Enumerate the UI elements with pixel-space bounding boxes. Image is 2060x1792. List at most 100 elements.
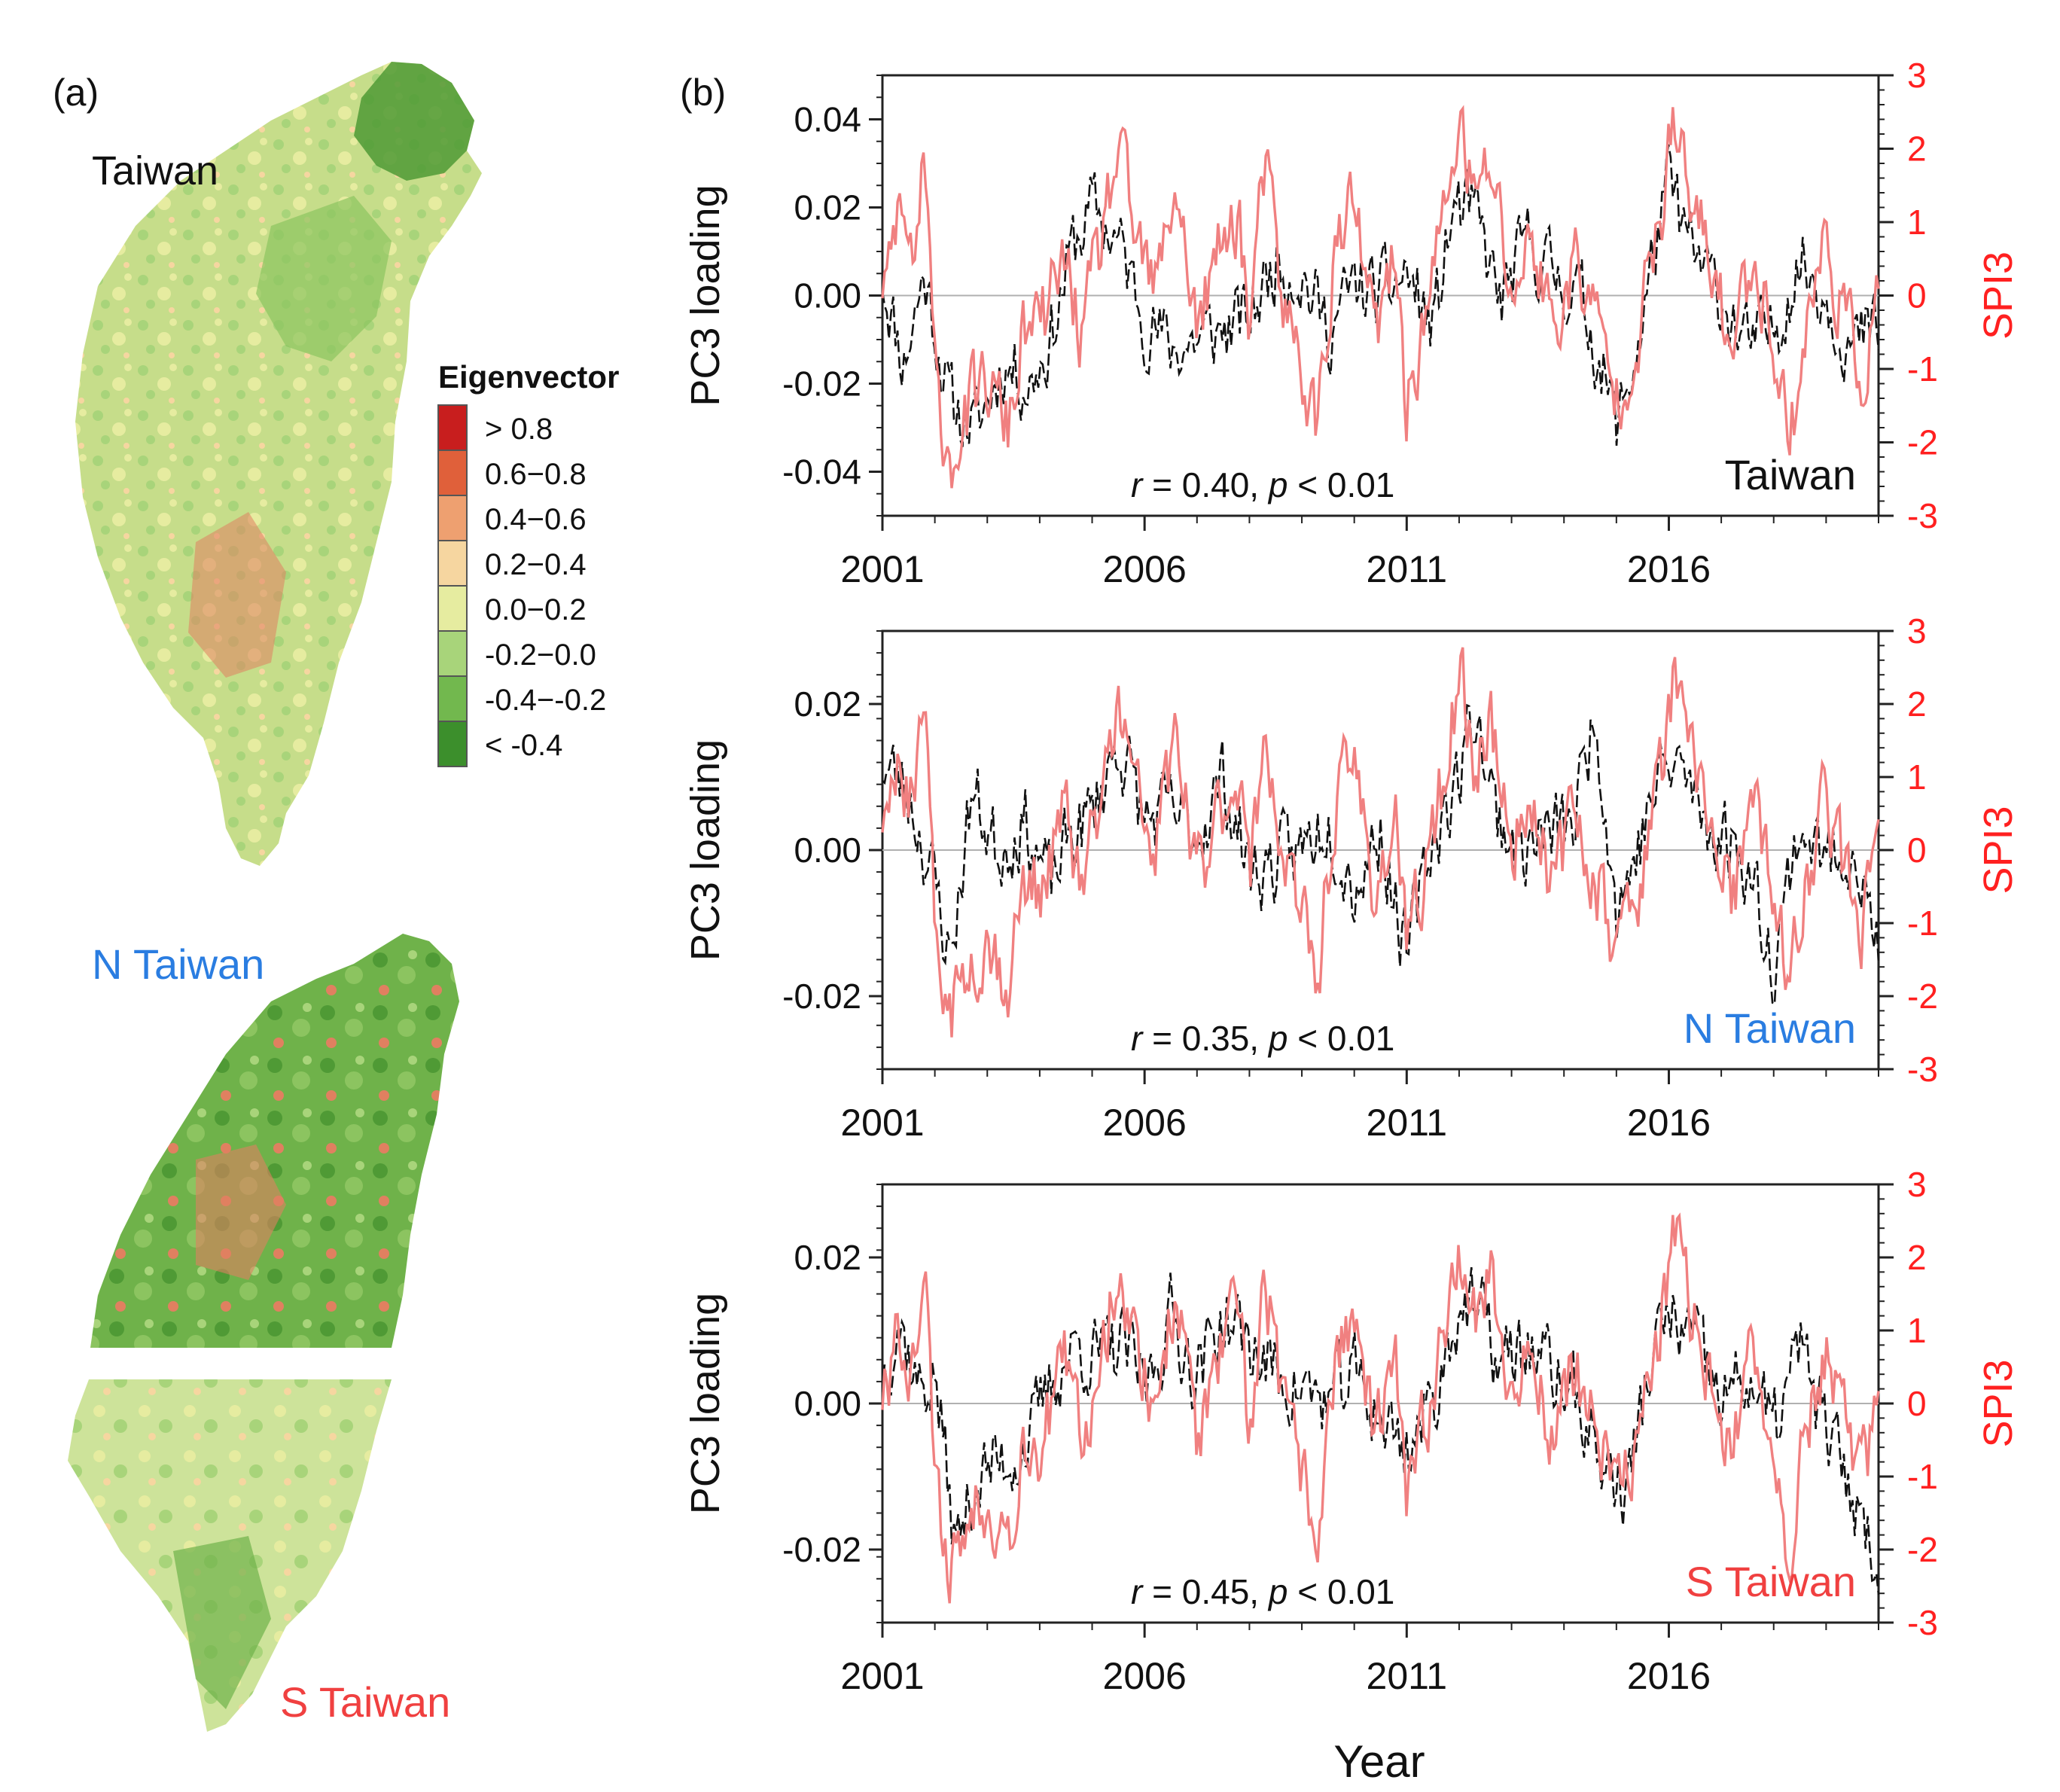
right-tick-label: 1 xyxy=(1907,757,1927,797)
x-axis-title: Year xyxy=(1333,1736,1425,1787)
left-tick-label: -0.02 xyxy=(782,977,861,1016)
right-tick-label: 2 xyxy=(1907,130,1927,169)
right-tick-label: 0 xyxy=(1907,1384,1927,1423)
x-tick-label: 2011 xyxy=(1367,548,1448,590)
chart-n-taiwan: 0.02 0.00 -0.02 3 2 1 0 -1 -2 -3 2001 2006 2011 2016 P… xyxy=(683,611,2021,1144)
spi3-line xyxy=(881,647,1880,1038)
x-tick-label: 2006 xyxy=(1103,548,1187,590)
x-tick-label: 2001 xyxy=(840,1102,924,1144)
panel-a: (a) Taiwan Eigenvector > 0.8 0.6−0.8 0.4−0… xyxy=(53,62,619,1732)
legend: Eigenvector > 0.8 0.6−0.8 0.4−0.6 0.2−0.4 0.… xyxy=(437,359,619,767)
legend-swatch-7 xyxy=(437,721,468,767)
x-tick-label: 2006 xyxy=(1103,1655,1187,1697)
pc3-line xyxy=(881,144,1880,447)
x-tick-label: 2016 xyxy=(1627,548,1711,590)
legend-label-2: 0.4−0.6 xyxy=(485,503,587,536)
left-tick-label: 0.02 xyxy=(794,1238,861,1277)
legend-title: Eigenvector xyxy=(438,359,619,395)
legend-swatch-1 xyxy=(437,450,468,496)
region-label: S Taiwan xyxy=(1686,1558,1856,1605)
map-north-title: N Taiwan xyxy=(92,940,264,988)
map-taiwan: Taiwan xyxy=(75,62,482,866)
right-axis-title: SPI3 xyxy=(1976,251,2021,340)
right-tick-label: 1 xyxy=(1907,1311,1927,1350)
legend-swatch-6 xyxy=(437,675,468,722)
right-tick-label: 3 xyxy=(1907,611,1927,651)
map-north: N Taiwan xyxy=(90,934,459,1348)
stat-p-symbol: p xyxy=(1267,465,1288,504)
right-tick-label: 0 xyxy=(1907,830,1927,870)
right-tick-label: -2 xyxy=(1907,423,1938,462)
right-tick-label: -2 xyxy=(1907,1530,1938,1569)
right-tick-label: -3 xyxy=(1907,1050,1938,1089)
legend-swatch-3 xyxy=(437,540,468,587)
x-tick-label: 2016 xyxy=(1627,1655,1711,1697)
left-tick-label: 0.02 xyxy=(794,684,861,724)
left-axis-title: PC3 loading xyxy=(683,184,728,406)
stat-p-symbol: p xyxy=(1267,1019,1288,1058)
panel-b: (b) 0.040.020.00-0.02-0.043210-1-2-32001… xyxy=(680,56,2021,1787)
map-north-island xyxy=(90,934,459,1348)
stat-r-symbol: r xyxy=(1131,465,1144,504)
legend-label-5: -0.2−0.0 xyxy=(485,638,596,672)
map-taiwan-south-red xyxy=(188,512,286,678)
left-axis-title: PC3 loading xyxy=(683,1293,728,1514)
right-tick-label: 1 xyxy=(1907,203,1927,242)
chart-taiwan: 0.04 0.02 0.00 -0.02 -0.04 3 2 1 0 -1 -2 -3 2001 2006… xyxy=(683,56,2021,590)
legend-label-7: < -0.4 xyxy=(485,729,562,762)
left-tick-label: 0.00 xyxy=(794,276,861,315)
right-axis-title: SPI3 xyxy=(1976,1359,2021,1447)
stat-p-value: < 0.01 xyxy=(1288,1572,1394,1611)
right-tick-label: -3 xyxy=(1907,496,1938,535)
x-tick-label: 2006 xyxy=(1103,1102,1187,1144)
left-tick-label: 0.00 xyxy=(794,830,861,870)
legend-swatch-2 xyxy=(437,495,468,541)
pc3-line xyxy=(882,703,1880,1007)
region-label: N Taiwan xyxy=(1684,1004,1856,1052)
right-tick-label: -1 xyxy=(1907,349,1938,389)
panel-b-label: (b) xyxy=(680,72,726,114)
map-taiwan-title: Taiwan xyxy=(92,148,218,194)
stat-p-value: < 0.01 xyxy=(1288,465,1394,504)
right-tick-label: -1 xyxy=(1907,904,1938,943)
stat-p-value: < 0.01 xyxy=(1288,1019,1394,1058)
right-tick-label: -2 xyxy=(1907,977,1938,1016)
spi3-line xyxy=(881,105,1880,489)
legend-label-3: 0.2−0.4 xyxy=(485,548,587,581)
left-tick-label: 0.00 xyxy=(794,1384,861,1423)
x-tick-label: 2011 xyxy=(1367,1655,1448,1697)
left-tick-label: -0.02 xyxy=(782,364,861,404)
legend-swatch-0 xyxy=(437,404,468,451)
left-tick-label: 0.04 xyxy=(794,100,861,139)
x-tick-label: 2011 xyxy=(1367,1102,1448,1144)
legend-label-6: -0.4−-0.2 xyxy=(485,684,606,717)
legend-rows: > 0.8 0.6−0.8 0.4−0.6 0.2−0.4 0.0−0.2 -0.2−0.… xyxy=(437,404,606,767)
chart-s-taiwan: 0.02 0.00 -0.02 3 2 1 0 -1 -2 -3 2001 2006 2011 2016 P… xyxy=(683,1165,2021,1697)
right-tick-label: -3 xyxy=(1907,1603,1938,1642)
stat-r-value: = 0.40, xyxy=(1142,465,1269,504)
x-tick-label: 2001 xyxy=(840,548,924,590)
right-tick-label: 2 xyxy=(1907,684,1927,724)
right-axis-title: SPI3 xyxy=(1976,806,2021,894)
stat-r-symbol: r xyxy=(1131,1572,1144,1611)
map-south-green-tip xyxy=(173,1536,271,1709)
right-tick-label: 2 xyxy=(1907,1238,1927,1277)
x-tick-label: 2016 xyxy=(1627,1102,1711,1144)
map-south-title: S Taiwan xyxy=(280,1678,450,1726)
x-tick-label: 2001 xyxy=(840,1655,924,1697)
stat-r-value: = 0.45, xyxy=(1142,1572,1269,1611)
legend-swatch-4 xyxy=(437,585,468,632)
stat-annotation: r = 0.45, p < 0.01 xyxy=(1131,1572,1394,1611)
right-tick-label: 0 xyxy=(1907,276,1927,315)
region-label: Taiwan xyxy=(1725,451,1856,498)
stat-r-symbol: r xyxy=(1131,1019,1144,1058)
map-north-red-patches xyxy=(196,1144,286,1280)
stat-r-value: = 0.35, xyxy=(1142,1019,1269,1058)
left-tick-label: -0.04 xyxy=(782,453,861,492)
right-tick-label: -1 xyxy=(1907,1457,1938,1496)
right-tick-label: 3 xyxy=(1907,1165,1927,1204)
legend-label-1: 0.6−0.8 xyxy=(485,458,587,491)
left-tick-label: 0.02 xyxy=(794,188,861,227)
right-tick-label: 3 xyxy=(1907,56,1927,95)
